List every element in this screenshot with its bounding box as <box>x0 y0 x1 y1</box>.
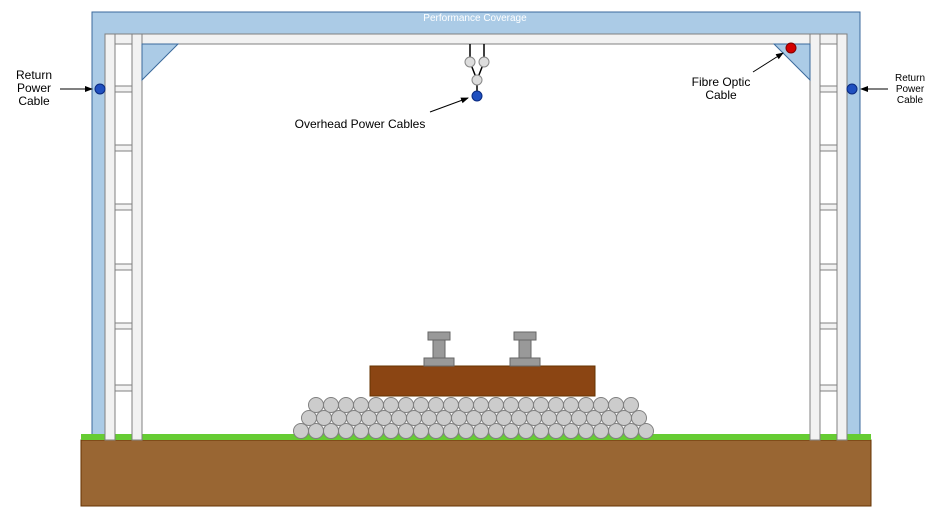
label-fibre: Fibre Optic Cable <box>641 76 801 102</box>
diagram-svg <box>0 0 951 514</box>
label-return-right: Return Power Cable <box>830 73 951 106</box>
title-text: Performance Coverage <box>325 13 625 24</box>
diagram-stage: Performance Coverage Return Power Cable … <box>0 0 951 514</box>
label-overhead: Overhead Power Cables <box>280 118 440 131</box>
label-return-left: Return Power Cable <box>0 69 114 109</box>
